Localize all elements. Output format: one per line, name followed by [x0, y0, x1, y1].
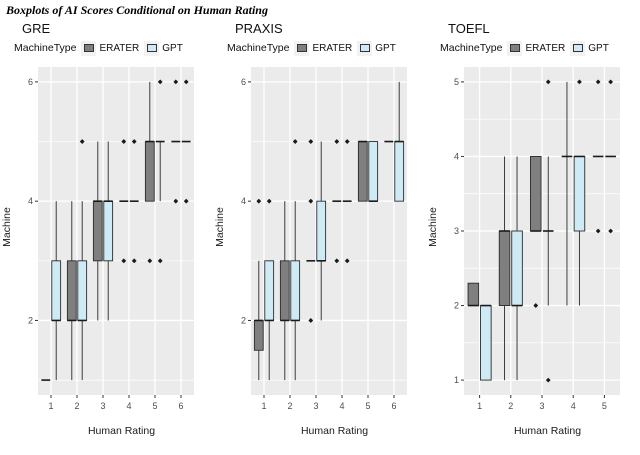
boxplot-svg: 2 4 6 1 2 3 4 5 6 [28, 67, 194, 411]
svg-text:1: 1 [477, 401, 482, 411]
legend-title: MachineType [440, 42, 503, 54]
svg-text:6: 6 [28, 77, 33, 87]
svg-text:3: 3 [100, 401, 105, 411]
plot-row: Machine 2 4 6 1 2 3 4 5 6 [213, 59, 426, 425]
boxplot-svg: 2 4 6 1 2 3 4 5 6 [241, 67, 407, 411]
chart-panel-praxis: PRAXIS MachineType ERATER GPT Machine 2 4… [213, 19, 426, 439]
legend-key [294, 40, 310, 56]
gpt-swatch-icon [359, 44, 370, 52]
legend-key [144, 40, 160, 56]
legend-key [507, 40, 523, 56]
plot-row: Machine 2 4 6 1 2 3 4 5 6 [0, 59, 213, 425]
svg-text:2: 2 [74, 401, 79, 411]
legend-entry-gpt: GPT [570, 40, 609, 56]
erater-swatch-icon [296, 44, 307, 52]
svg-text:4: 4 [241, 196, 246, 206]
legend-label: ERATER [312, 42, 353, 54]
gpt-swatch-icon [572, 44, 583, 52]
figure-title: Boxplots of AI Scores Conditional on Hum… [6, 3, 268, 17]
svg-text:2: 2 [287, 401, 292, 411]
legend-entry-gpt: GPT [357, 40, 396, 56]
legend-title: MachineType [227, 42, 290, 54]
svg-text:4: 4 [571, 401, 576, 411]
legend-entry-erater: ERATER [294, 40, 353, 56]
legend-key [357, 40, 373, 56]
svg-text:5: 5 [365, 401, 370, 411]
legend-label: ERATER [525, 42, 566, 54]
svg-text:1: 1 [48, 401, 53, 411]
svg-text:5: 5 [602, 401, 607, 411]
svg-text:1: 1 [454, 375, 459, 385]
svg-text:1: 1 [261, 401, 266, 411]
chart-panel-toefl: TOEFL MachineType ERATER GPT Machine 1 2 3… [426, 19, 639, 439]
x-axis-title: Human Rating [513, 425, 582, 437]
y-axis-title: Machine [214, 207, 226, 248]
legend-label: GPT [162, 42, 183, 54]
boxplot-svg: 1 2 3 4 5 1 2 3 4 5 [454, 67, 620, 411]
svg-text:6: 6 [391, 401, 396, 411]
panel-title: TOEFL [448, 21, 490, 36]
legend-entry-erater: ERATER [507, 40, 566, 56]
svg-text:5: 5 [454, 77, 459, 87]
legend-label: GPT [375, 42, 396, 54]
y-axis-title: Machine [1, 207, 13, 248]
x-axis-title: Human Rating [300, 425, 369, 437]
panel-title: PRAXIS [235, 21, 283, 36]
plot-row: Machine 1 2 3 4 5 1 2 3 4 5 [426, 59, 639, 425]
svg-text:4: 4 [454, 151, 459, 161]
legend-label: GPT [588, 42, 609, 54]
svg-text:3: 3 [539, 401, 544, 411]
legend-label: ERATER [99, 42, 140, 54]
legend-key [570, 40, 586, 56]
figure: Boxplots of AI Scores Conditional on Hum… [0, 3, 640, 439]
svg-text:5: 5 [152, 401, 157, 411]
svg-text:2: 2 [454, 301, 459, 311]
svg-text:2: 2 [28, 315, 33, 325]
svg-text:3: 3 [313, 401, 318, 411]
legend-key [81, 40, 97, 56]
svg-text:6: 6 [241, 77, 246, 87]
svg-text:6: 6 [178, 401, 183, 411]
legend: MachineType ERATER GPT [440, 39, 639, 57]
erater-swatch-icon [509, 44, 520, 52]
svg-text:2: 2 [508, 401, 513, 411]
x-axis-title: Human Rating [87, 425, 156, 437]
svg-text:2: 2 [241, 315, 246, 325]
legend-title: MachineType [14, 42, 77, 54]
svg-text:4: 4 [339, 401, 344, 411]
legend: MachineType ERATER GPT [227, 39, 426, 57]
gpt-swatch-icon [146, 44, 157, 52]
panel-title: GRE [22, 21, 51, 36]
svg-text:3: 3 [454, 226, 459, 236]
erater-swatch-icon [83, 44, 94, 52]
svg-text:4: 4 [126, 401, 131, 411]
svg-text:4: 4 [28, 196, 33, 206]
legend-entry-erater: ERATER [81, 40, 140, 56]
legend: MachineType ERATER GPT [14, 39, 213, 57]
y-axis-title: Machine [427, 207, 439, 248]
legend-entry-gpt: GPT [144, 40, 183, 56]
